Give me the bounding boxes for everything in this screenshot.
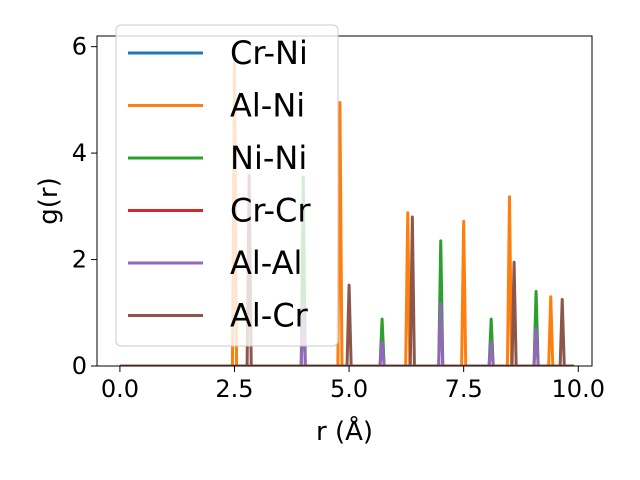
x-tick-label: 10.0 — [552, 375, 605, 403]
y-axis: 0 2 4 6 — [72, 33, 97, 380]
legend-label: Al-Ni — [230, 87, 305, 125]
x-axis: 0.0 2.5 5.0 7.5 10.0 — [101, 366, 605, 403]
legend-label: Al-Al — [230, 244, 302, 282]
y-tick-label: 2 — [72, 246, 87, 274]
x-tick-label: 5.0 — [330, 375, 368, 403]
axes-frame — [96, 35, 593, 367]
y-axis-label: g(r) — [34, 177, 64, 224]
x-axis-label: r (Å) — [316, 415, 373, 447]
x-tick-label: 0.0 — [101, 375, 139, 403]
legend-label: Cr-Ni — [230, 34, 308, 72]
legend: Cr-Ni Al-Ni Ni-Ni Cr-Cr Al-Al Al-Cr — [115, 24, 339, 347]
y-tick-label: 0 — [72, 352, 87, 380]
legend-label: Al-Cr — [230, 297, 309, 335]
y-tick-label: 4 — [72, 139, 87, 167]
legend-label: Ni-Ni — [230, 139, 307, 177]
legend-label: Cr-Cr — [230, 192, 311, 230]
x-tick-label: 2.5 — [215, 375, 253, 403]
y-tick-label: 6 — [72, 33, 87, 61]
x-tick-label: 7.5 — [445, 375, 483, 403]
